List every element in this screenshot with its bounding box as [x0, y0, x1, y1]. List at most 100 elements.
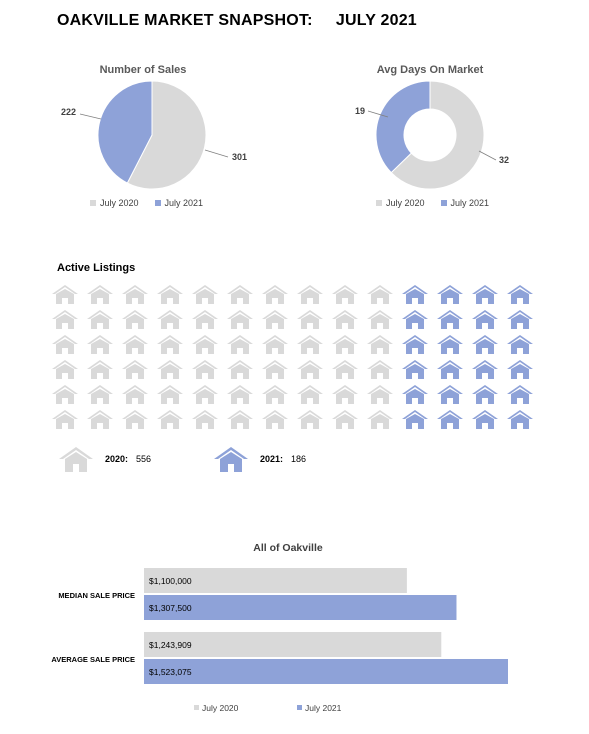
house-icon — [227, 410, 253, 429]
category-label: MEDIAN SALE PRICE — [58, 591, 135, 600]
house-icon — [472, 360, 498, 379]
house-icon — [507, 360, 533, 379]
legend-label-2021: July 2021 — [164, 198, 204, 208]
house-icon — [52, 385, 78, 404]
house-icon — [227, 310, 253, 329]
house-icon — [367, 285, 393, 304]
house-icon — [332, 360, 358, 379]
house-icon — [437, 335, 463, 354]
house-icon — [52, 335, 78, 354]
house-icon — [332, 410, 358, 429]
house-icon — [52, 310, 78, 329]
house-icon — [227, 360, 253, 379]
listings-2021-value: 186 — [291, 454, 307, 464]
pie-slice-july-2021 — [375, 80, 431, 174]
house-icon — [157, 385, 183, 404]
legend-swatch-2021 — [154, 200, 161, 206]
house-icon — [87, 410, 113, 429]
dom-chart-title: Avg Days On Market — [376, 64, 484, 76]
house-icon — [297, 360, 323, 379]
house-icon — [332, 285, 358, 304]
house-icon — [402, 310, 428, 329]
bar-july-2021 — [144, 595, 457, 620]
bar-value-label: $1,307,500 — [149, 603, 192, 613]
bar-july-2021 — [144, 659, 508, 684]
leader-line — [79, 113, 102, 120]
house-icon — [297, 410, 323, 429]
house-icon — [59, 447, 93, 472]
house-icon — [507, 385, 533, 404]
house-icon — [52, 285, 78, 304]
house-icon — [367, 335, 393, 354]
leader-line — [204, 149, 229, 158]
house-icon — [157, 310, 183, 329]
house-icon — [472, 285, 498, 304]
legend-item-2020: July 2020 — [90, 198, 139, 208]
house-icon — [402, 285, 428, 304]
house-icon — [192, 410, 218, 429]
listings-2021-legend: 2021: 186 — [212, 445, 306, 473]
leader-line — [367, 110, 389, 118]
bar-july-2020 — [144, 632, 442, 657]
pie-slice-july-2021 — [97, 80, 153, 184]
house-icon — [87, 285, 113, 304]
house-icon — [402, 335, 428, 354]
pie-slice-july-2020 — [390, 80, 485, 190]
title-period: JULY 2021 — [335, 12, 417, 29]
house-icon — [157, 335, 183, 354]
house-icon — [87, 360, 113, 379]
house-icon — [227, 385, 253, 404]
house-icon — [437, 360, 463, 379]
bar-chart-title: All of Oakville — [253, 542, 323, 554]
house-icon — [437, 310, 463, 329]
house-icon — [262, 410, 288, 429]
house-icon — [507, 310, 533, 329]
sales-chart-title: Number of Sales — [99, 64, 187, 76]
data-label: 19 — [355, 106, 365, 116]
house-icon — [214, 447, 248, 472]
listings-2021-label: 2021: — [260, 454, 284, 464]
house-icon — [122, 410, 148, 429]
house-icon — [367, 410, 393, 429]
legend-item-2021: July 2021 — [440, 198, 489, 208]
house-icon — [472, 310, 498, 329]
house-icon — [507, 335, 533, 354]
house-icon — [262, 335, 288, 354]
house-icon — [122, 310, 148, 329]
house-icon — [87, 310, 113, 329]
bar-july-2020 — [144, 568, 407, 593]
title-text: OAKVILLE MARKET SNAPSHOT: — [57, 12, 313, 29]
house-icon — [192, 360, 218, 379]
house-icon — [192, 285, 218, 304]
legend-label-2020: July 2020 — [386, 198, 425, 208]
price-bar-chart: All of Oakville MEDIAN SALE PRICE $1,100,0… — [51, 542, 508, 713]
house-icon — [507, 285, 533, 304]
house-icon — [262, 385, 288, 404]
active-listings-grid — [52, 285, 533, 429]
sales-legend: July 2020 July 2021 — [90, 198, 203, 208]
house-icon — [122, 335, 148, 354]
house-icon — [437, 285, 463, 304]
house-icon — [192, 335, 218, 354]
listings-2020-legend: 2020: 556 — [57, 445, 151, 473]
legend-swatch — [194, 705, 199, 710]
house-icon — [297, 285, 323, 304]
house-icon — [122, 360, 148, 379]
data-label: 32 — [499, 155, 509, 165]
legend-swatch-2020 — [376, 200, 382, 206]
house-icon — [472, 385, 498, 404]
house-icon — [297, 335, 323, 354]
legend-label: July 2021 — [305, 703, 342, 713]
bar-value-label: $1,243,909 — [149, 640, 192, 650]
listings-2020-value: 556 — [136, 454, 152, 464]
house-icon — [122, 285, 148, 304]
house-icon — [87, 335, 113, 354]
house-icon — [157, 285, 183, 304]
legend-label-2020: July 2020 — [100, 198, 139, 208]
house-icon — [262, 360, 288, 379]
house-icon — [297, 385, 323, 404]
house-icon — [367, 360, 393, 379]
house-icon — [367, 385, 393, 404]
house-icon — [472, 410, 498, 429]
legend-swatch — [297, 705, 302, 710]
